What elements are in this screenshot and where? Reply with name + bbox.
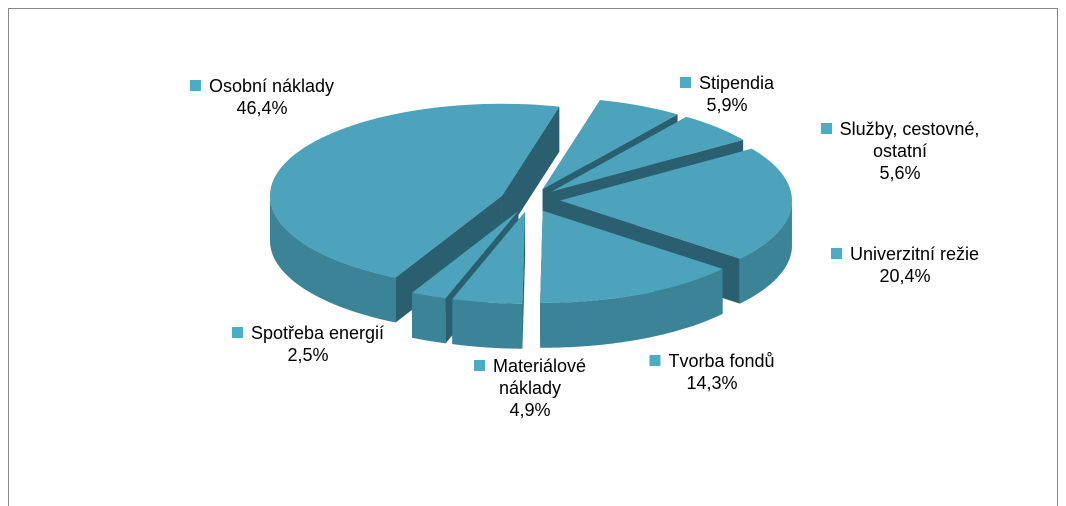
slice [542,100,678,190]
data-label: Služby, cestovné, ostatní 5,6% [817,118,983,184]
value-label: 5,9% [706,95,748,115]
slice-wall [540,268,723,348]
data-label: Univerzitní režie 20,4% [830,243,980,287]
data-label: Stipendia 5,9% [679,72,775,116]
slice [452,211,526,349]
legend-marker [473,360,485,371]
category-name: Spotřeba energií [250,323,385,343]
slice [452,211,526,304]
slice-wall [739,200,792,304]
data-label: Osobní náklady 46,4% [189,75,335,119]
chart-frame [8,8,1058,506]
category-name: Stipendia [698,73,775,93]
category-name: Univerzitní režie [849,244,980,264]
value-label: 5,6% [879,163,921,183]
legend-marker [679,77,691,88]
slice [412,210,519,299]
slice [540,210,723,348]
data-label: Tvorba fondů 14,3% [649,350,775,394]
legend-marker [649,355,661,366]
legend-marker [189,80,201,91]
slice-side [501,106,560,241]
slice [559,148,792,259]
value-label: 4,9% [509,400,551,420]
legend-marker [820,123,832,134]
slice-wall [412,292,446,344]
value-label: 2,5% [287,345,329,365]
slice-wall [452,299,523,349]
category-name: Tvorba fondů [668,351,775,371]
legend-marker [231,327,243,338]
slice [269,103,560,278]
data-label: Spotřeba energií 2,5% [231,322,385,366]
value-label: 20,4% [879,266,931,286]
category-name: Služby, cestovné, ostatní [839,119,980,161]
data-label: Materiálové náklady 4,9% [470,355,590,421]
slice [551,116,744,192]
value-label: 46,4% [236,98,288,118]
category-name: Materiálové náklady [492,356,587,398]
slice-wall [269,195,396,323]
value-label: 14,3% [686,373,738,393]
category-name: Osobní náklady [208,76,335,96]
slice [540,210,723,303]
legend-marker [830,248,842,259]
